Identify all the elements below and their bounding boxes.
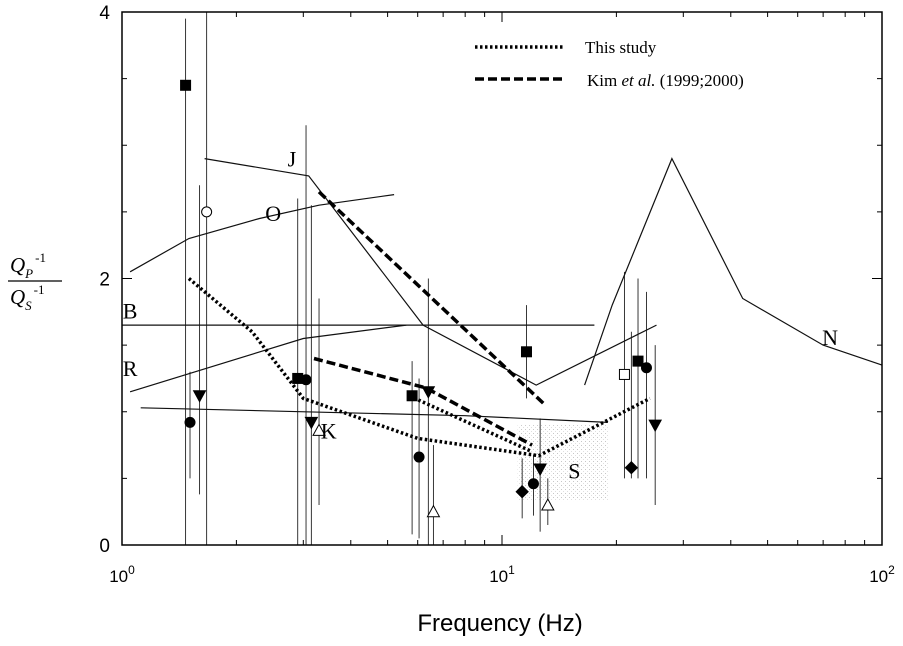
filled-diamond-marker xyxy=(515,484,529,499)
open-triangle-up-marker xyxy=(540,497,555,511)
open-triangle-up-marker xyxy=(312,423,326,436)
filled-triangle-down-marker xyxy=(648,419,663,433)
filled-circle-marker xyxy=(413,451,425,463)
curve-label-n: N xyxy=(822,325,838,350)
this-study-line-0 xyxy=(187,277,651,458)
filled-triangle-down-marker xyxy=(533,463,547,477)
filled-square-marker xyxy=(520,346,532,358)
x-tick-label: 100 xyxy=(109,563,135,586)
reference-curves xyxy=(122,157,883,423)
curve-j xyxy=(204,158,657,386)
curve-o xyxy=(129,194,395,273)
x-tick-label: 101 xyxy=(489,563,515,586)
filled-square-marker xyxy=(632,355,644,367)
curve-label-r: R xyxy=(123,356,138,381)
filled-diamond-marker xyxy=(624,461,639,475)
filled-circle-marker xyxy=(527,478,539,490)
svg-text:QP-1: QP-1 xyxy=(10,250,46,281)
region-s-label: S xyxy=(568,458,580,483)
legend: This study Kim et al. (1999;2000) xyxy=(475,38,744,90)
open-square-marker xyxy=(618,368,630,380)
curve-labels: J O B R K N S xyxy=(123,147,838,484)
filled-circle-marker xyxy=(640,362,652,374)
filled-triangle-down-marker xyxy=(192,390,207,403)
x-axis-title: Frequency (Hz) xyxy=(417,610,582,637)
y-tick-label: 4 xyxy=(99,3,110,24)
filled-triangle-down-marker xyxy=(421,386,436,399)
curve-k xyxy=(140,407,608,423)
filled-square-marker xyxy=(180,79,192,91)
filled-square-marker xyxy=(406,390,418,402)
filled-circle-marker xyxy=(300,374,312,386)
curve-label-k: K xyxy=(321,418,337,443)
y-tick-label: 0 xyxy=(99,536,110,557)
this-study-line-1 xyxy=(408,394,533,454)
plot-frame xyxy=(121,11,883,546)
curve-label-j: J xyxy=(288,147,297,172)
legend-kim-label: Kim et al. (1999;2000) xyxy=(587,71,744,90)
axis-ticks xyxy=(121,11,883,546)
open-circle-marker xyxy=(201,206,213,218)
curve-r xyxy=(129,324,407,393)
kim-line-0 xyxy=(317,190,547,407)
kim-line-1 xyxy=(313,356,533,447)
curve-label-b: B xyxy=(123,298,138,323)
y-tick-label: 2 xyxy=(99,270,110,291)
tick-labels: 100 101 102 0 2 4 xyxy=(99,3,895,586)
region-s-shading xyxy=(517,425,608,502)
y-axis-title: QP-1 QS-1 xyxy=(8,250,62,313)
data-markers xyxy=(180,79,663,518)
filled-triangle-down-marker xyxy=(304,416,319,430)
x-tick-label: 102 xyxy=(869,563,895,586)
svg-text:QS-1: QS-1 xyxy=(10,282,45,313)
open-triangle-up-marker xyxy=(426,504,441,518)
legend-this-study-label: This study xyxy=(585,38,657,57)
filled-circle-marker xyxy=(184,416,196,428)
curve-label-o: O xyxy=(265,201,281,226)
this-study-lines xyxy=(187,277,651,458)
curve-n xyxy=(584,157,883,386)
kim-et-al-lines xyxy=(313,190,547,447)
